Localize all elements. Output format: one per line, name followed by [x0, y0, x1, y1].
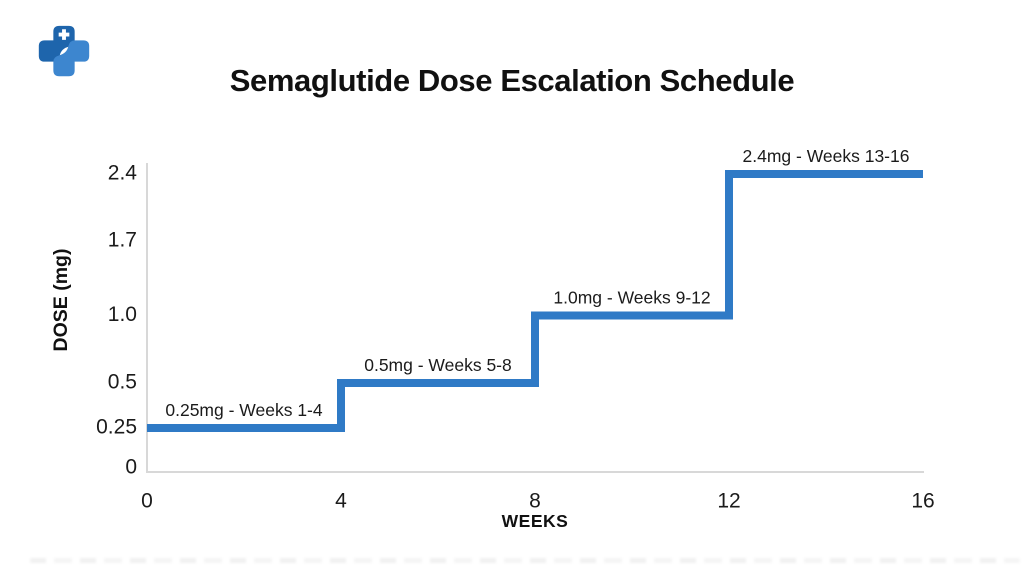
chart-title: Semaglutide Dose Escalation Schedule — [229, 63, 795, 98]
x-tick-label: 16 — [911, 489, 934, 512]
medical-cross-logo — [38, 25, 90, 77]
dose-step-line — [147, 170, 923, 432]
y-tick-label: 1.7 — [108, 229, 137, 252]
chart-tick-labels: 0 0.25 0.5 1.0 1.7 2.4 0 4 8 12 16 — [96, 162, 935, 513]
x-tick-label: 0 — [141, 489, 153, 512]
step-annotation: 1.0mg - Weeks 9-12 — [553, 288, 710, 308]
y-tick-label: 0.5 — [108, 371, 137, 394]
x-tick-label: 12 — [717, 489, 740, 512]
step-annotation: 2.4mg - Weeks 13-16 — [743, 146, 910, 166]
x-axis-title: WEEKS — [502, 511, 569, 531]
chart-axis-titles: DOSE (mg) WEEKS — [50, 249, 568, 531]
y-tick-label: 0.25 — [96, 416, 137, 439]
y-axis-title: DOSE (mg) — [50, 249, 72, 352]
step-annotation: 0.25mg - Weeks 1-4 — [165, 400, 323, 420]
cropped-bottom-text-remnant — [30, 558, 1020, 563]
x-tick-label: 8 — [529, 489, 541, 512]
y-tick-label: 1.0 — [108, 303, 137, 326]
logo-plus-icon — [58, 29, 70, 40]
logo-light-half — [53, 40, 90, 77]
y-tick-label: 2.4 — [108, 162, 138, 185]
chart-axes — [146, 163, 924, 473]
step-annotation: 0.5mg - Weeks 5-8 — [364, 355, 512, 375]
x-tick-label: 4 — [335, 489, 347, 512]
y-tick-label: 0 — [125, 456, 137, 479]
dose-step-series — [147, 170, 923, 432]
chart-annotations: 0.25mg - Weeks 1-4 0.5mg - Weeks 5-8 1.0mg… — [165, 146, 909, 420]
